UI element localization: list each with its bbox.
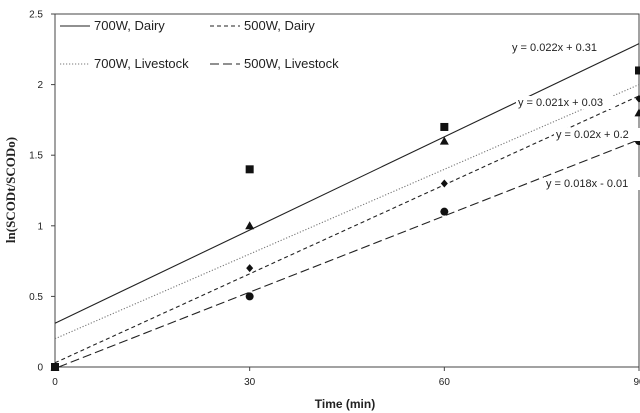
circle-marker <box>245 292 254 301</box>
y-tick-label: 0 <box>37 363 43 374</box>
legend-entry: 700W, Livestock <box>94 56 189 71</box>
equation-background <box>516 96 616 109</box>
triangle-marker <box>634 108 640 117</box>
trendline-equations: y = 0.022x + 0.31 y = 0.021x + 0.03 y = 0.… <box>510 41 640 190</box>
trendlines <box>54 43 640 368</box>
legend-entry: 700W, Dairy <box>94 18 165 33</box>
x-tick-label: 0 <box>52 377 58 388</box>
square-marker <box>635 66 640 75</box>
trendline-equation: y = 0.02x + 0.2 <box>556 129 629 141</box>
diamond-marker <box>440 179 448 188</box>
square-marker <box>245 165 254 174</box>
circle-marker <box>440 207 449 216</box>
diamond-marker <box>246 264 254 273</box>
equation-background <box>510 41 610 54</box>
trendline-equation: y = 0.018x - 0.01 <box>546 178 628 190</box>
legend: 700W, Dairy 500W, Dairy 700W, Livestock 500… <box>56 15 356 81</box>
x-tick-label: 90 <box>633 377 640 388</box>
legend-entry: 500W, Livestock <box>244 56 339 71</box>
y-tick-label: 2.5 <box>29 10 43 21</box>
triangle-marker <box>245 221 255 230</box>
y-tick-label: 1 <box>37 221 43 232</box>
trendline-equation: y = 0.022x + 0.31 <box>512 42 597 54</box>
y-tick-label: 2 <box>37 80 43 91</box>
y-axis-label: ln(SCODt/SCODo) <box>3 137 18 243</box>
data-markers <box>50 66 640 371</box>
triangle-marker <box>439 136 449 145</box>
x-axis-label: Time (min) <box>315 397 375 411</box>
equation-background <box>544 177 640 190</box>
trendline <box>54 43 640 324</box>
y-tick-label: 1.5 <box>29 151 43 162</box>
trendline-equation: y = 0.021x + 0.03 <box>518 97 603 109</box>
legend-entry: 500W, Dairy <box>244 18 315 33</box>
legend-background <box>56 15 356 81</box>
y-tick-label: 0.5 <box>29 292 43 303</box>
equation-background <box>554 128 640 141</box>
circle-marker <box>51 363 59 371</box>
trendline <box>54 95 640 364</box>
x-tick-label: 30 <box>244 377 256 388</box>
diamond-marker <box>635 94 640 103</box>
trendline <box>54 84 640 340</box>
square-marker <box>440 122 449 131</box>
x-tick-label: 60 <box>439 377 451 388</box>
